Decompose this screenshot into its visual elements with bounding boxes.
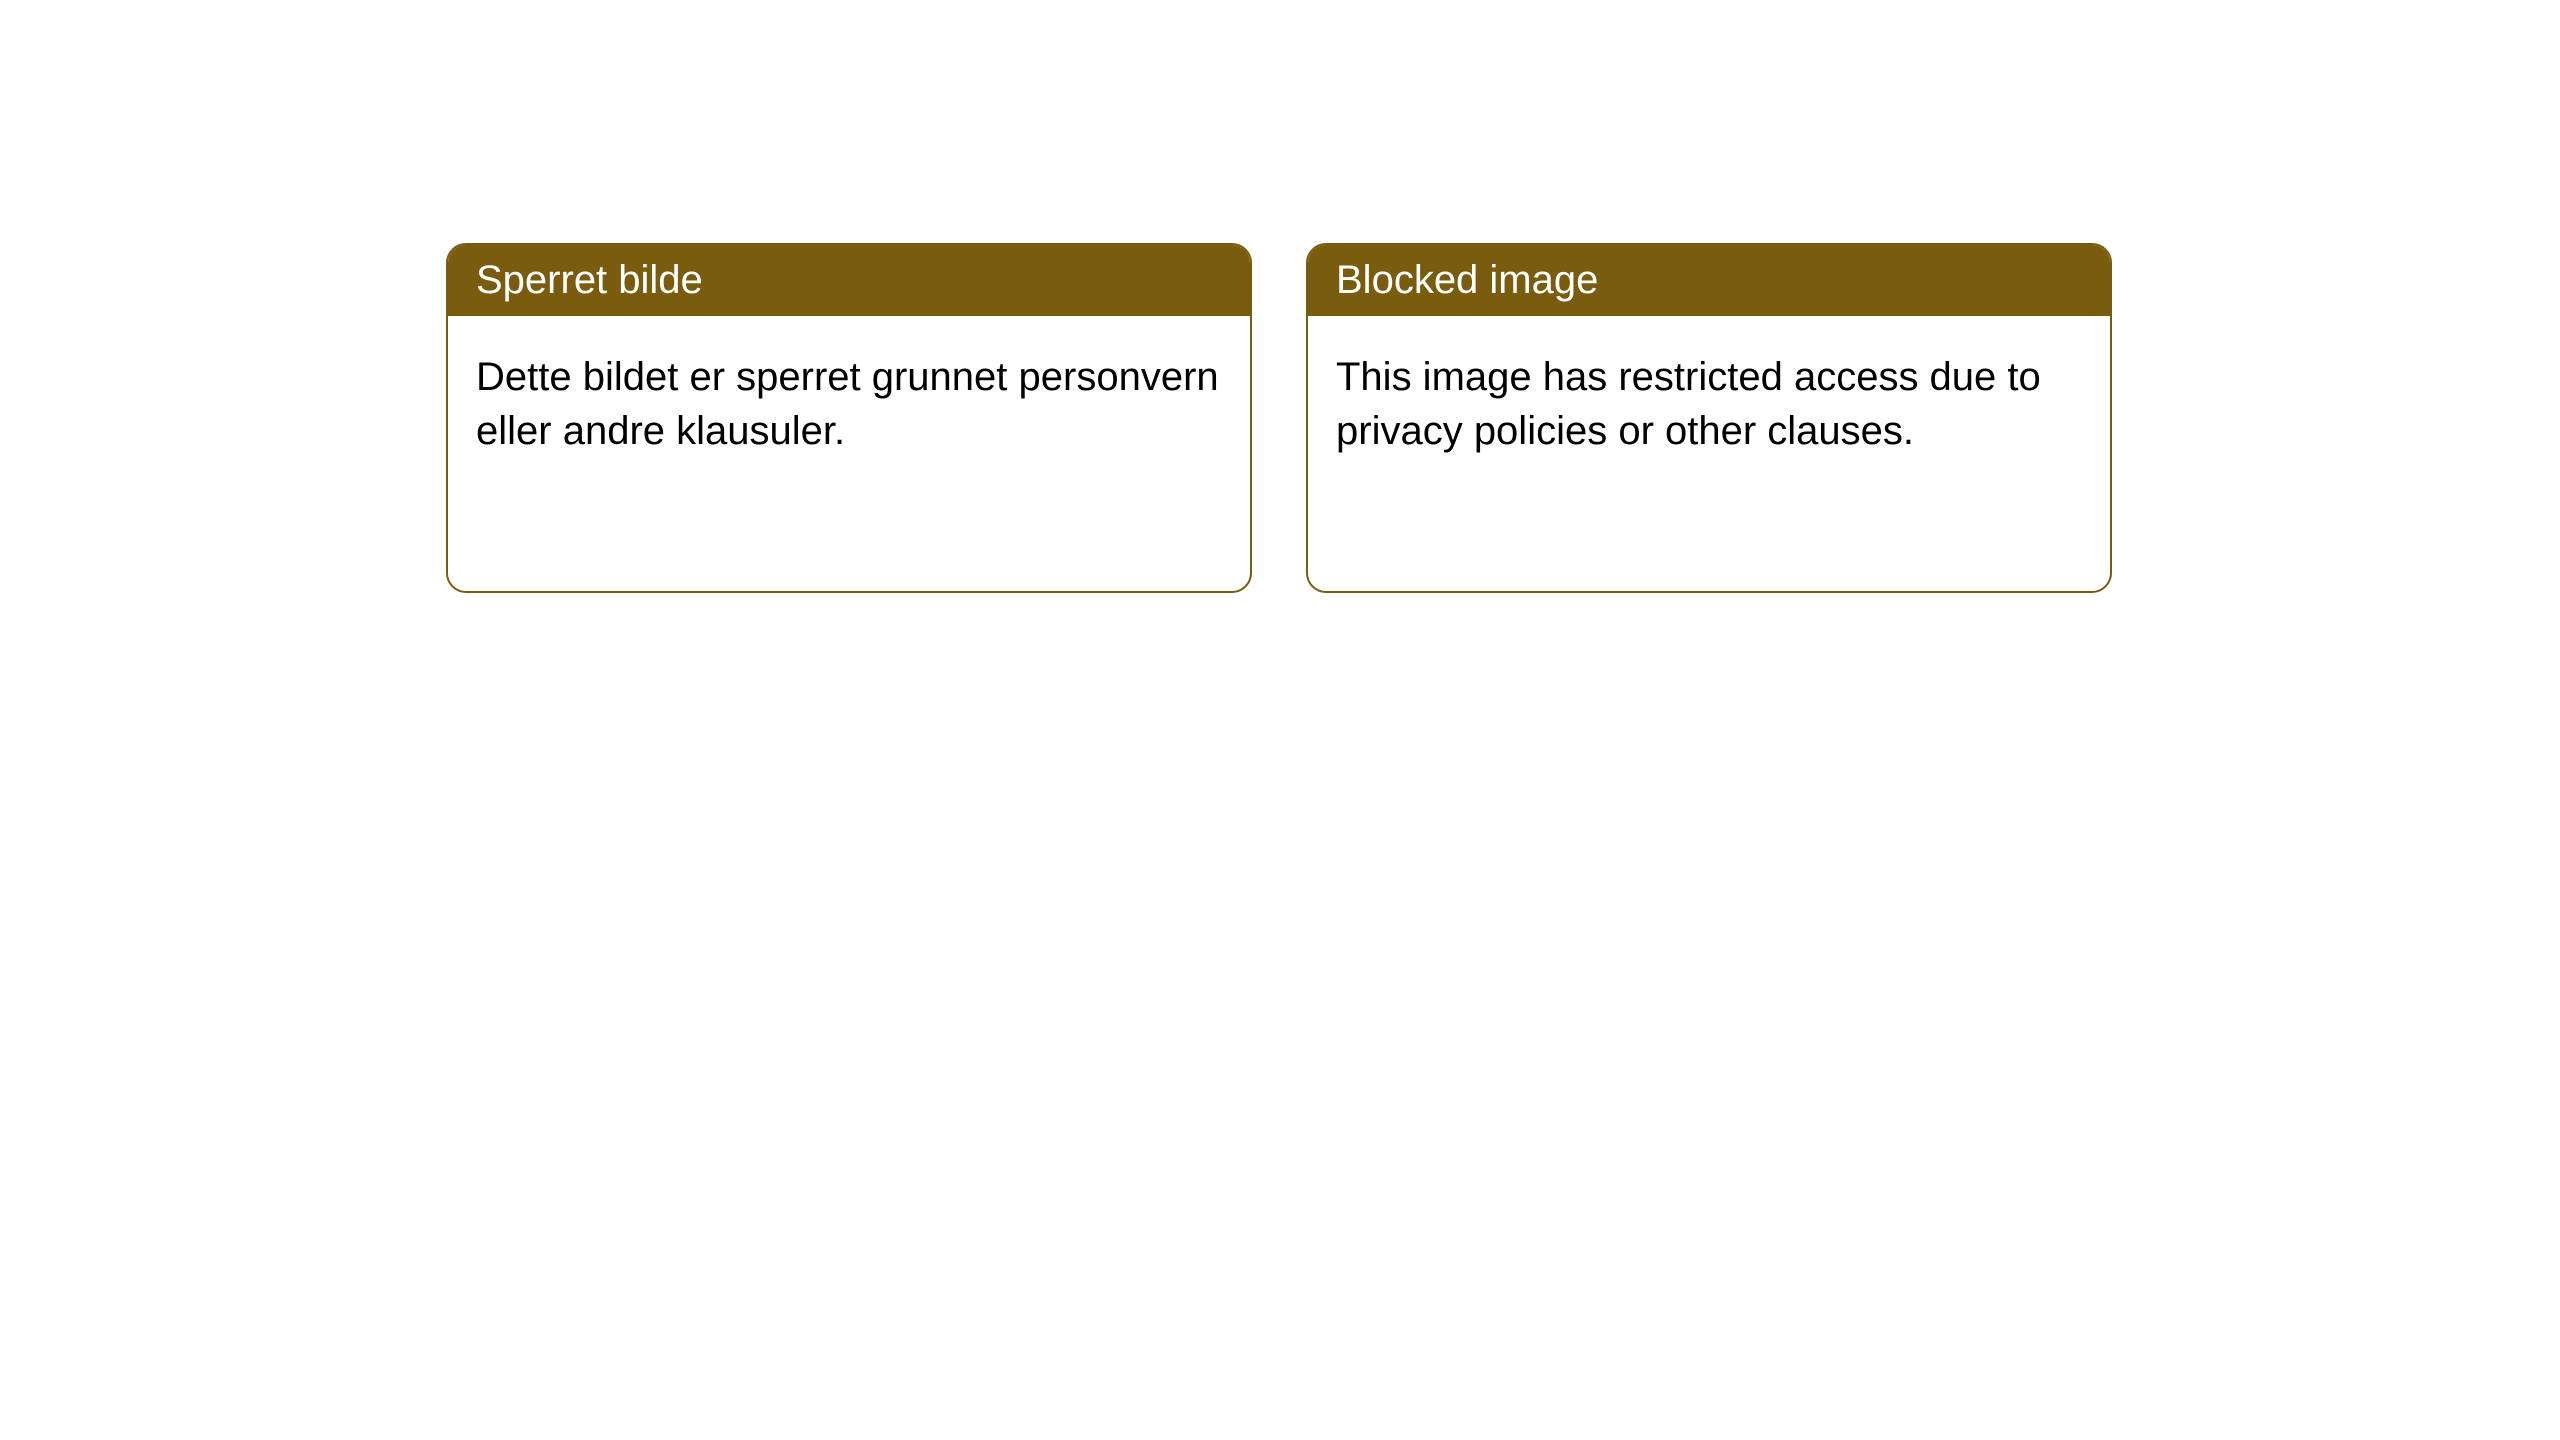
card-body: This image has restricted access due to …	[1308, 316, 2110, 591]
notice-card-english: Blocked image This image has restricted …	[1306, 243, 2112, 593]
card-message: Dette bildet er sperret grunnet personve…	[476, 355, 1219, 453]
notice-card-norwegian: Sperret bilde Dette bildet er sperret gr…	[446, 243, 1252, 593]
card-message: This image has restricted access due to …	[1336, 355, 2041, 453]
card-body: Dette bildet er sperret grunnet personve…	[448, 316, 1250, 591]
card-header: Sperret bilde	[448, 245, 1250, 316]
card-title: Sperret bilde	[476, 258, 703, 302]
notice-cards-container: Sperret bilde Dette bildet er sperret gr…	[446, 243, 2112, 593]
card-header: Blocked image	[1308, 245, 2110, 316]
card-title: Blocked image	[1336, 258, 1598, 302]
